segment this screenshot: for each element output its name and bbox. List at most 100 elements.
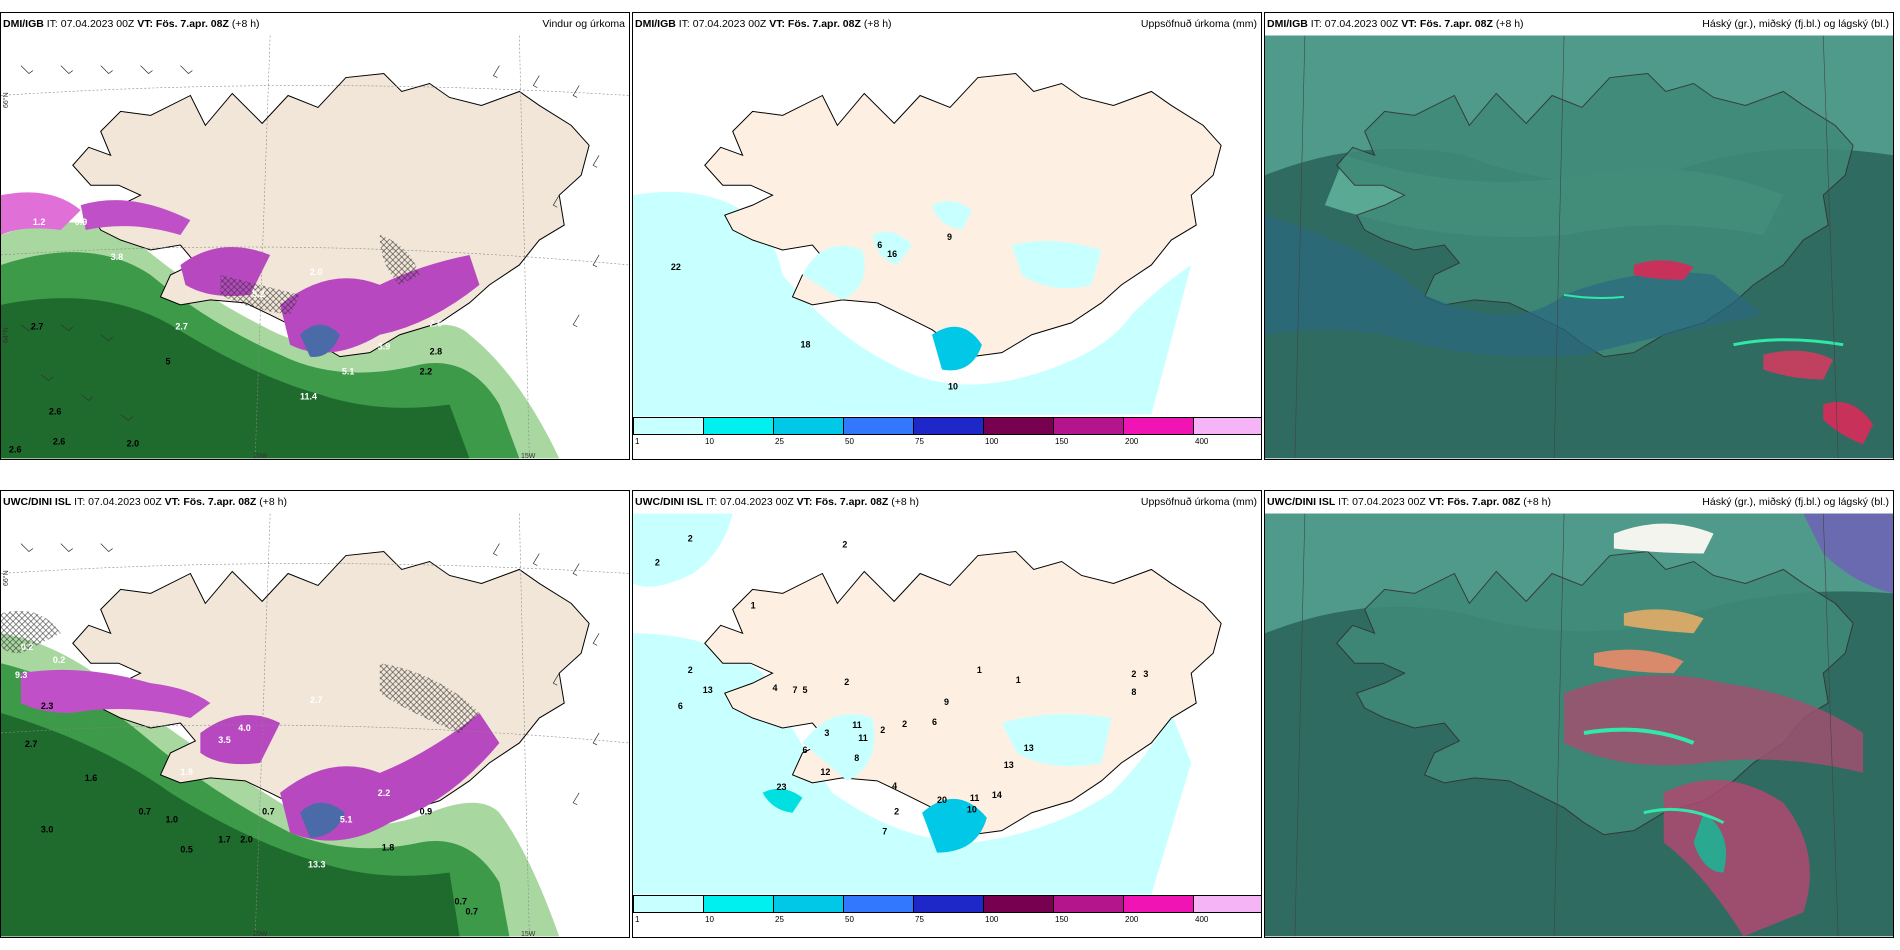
colorbar: 1 10 25 50 75 100 150 200 400 bbox=[633, 895, 1261, 937]
panel-wind-precip-dmi: DMI/IGB IT: 07.04.2023 00Z VT: Fös. 7.ap… bbox=[0, 12, 630, 460]
svg-text:1.7: 1.7 bbox=[218, 835, 230, 845]
svg-text:2.0: 2.0 bbox=[310, 267, 322, 277]
model-source: UWC/DINI ISL bbox=[635, 496, 704, 508]
lat-label: 66°N bbox=[3, 92, 10, 108]
svg-text:11.4: 11.4 bbox=[300, 392, 317, 402]
svg-text:5.1: 5.1 bbox=[342, 367, 354, 377]
colorbar-tick: 50 bbox=[845, 915, 854, 924]
lat-label: 66°N bbox=[3, 570, 10, 586]
accum-precip-map: 22 6 16 9 18 10 bbox=[633, 35, 1261, 459]
svg-text:2.0: 2.0 bbox=[240, 835, 252, 845]
svg-text:2.0: 2.0 bbox=[468, 303, 480, 313]
colorbar-tick: 10 bbox=[705, 915, 714, 924]
svg-text:2.6: 2.6 bbox=[430, 319, 442, 329]
svg-text:3.5: 3.5 bbox=[218, 735, 230, 745]
svg-text:1: 1 bbox=[1016, 675, 1021, 685]
svg-text:6: 6 bbox=[678, 701, 683, 711]
colorbar-tick: 400 bbox=[1195, 437, 1209, 446]
valid-time: VT: Fös. 7.apr. 08Z bbox=[164, 496, 257, 508]
colorbar-tick: 200 bbox=[1125, 437, 1139, 446]
colorbar-tick: 25 bbox=[775, 915, 784, 924]
svg-text:13: 13 bbox=[703, 685, 713, 695]
model-source: UWC/DINI ISL bbox=[3, 496, 72, 508]
colorbar-swatch bbox=[913, 417, 984, 435]
svg-text:2.8: 2.8 bbox=[430, 347, 442, 357]
svg-text:5: 5 bbox=[802, 685, 807, 695]
svg-text:1.6: 1.6 bbox=[85, 773, 97, 783]
panel-wind-precip-uwc: UWC/DINI ISL IT: 07.04.2023 00Z VT: Fös.… bbox=[0, 490, 630, 938]
svg-text:16: 16 bbox=[887, 249, 897, 259]
svg-text:2.7: 2.7 bbox=[25, 739, 37, 749]
lon-label: 20W bbox=[253, 453, 268, 460]
colorbar-swatch bbox=[1053, 417, 1124, 435]
svg-text:2.3: 2.3 bbox=[41, 701, 53, 711]
valid-time: VT: Fös. 7.apr. 08Z bbox=[137, 18, 229, 30]
panel-title: Vindur og úrkoma bbox=[542, 18, 625, 30]
colorbar-tick: 100 bbox=[985, 437, 999, 446]
panel-clouds-uwc: UWC/DINI ISL IT: 07.04.2023 00Z VT: Fös.… bbox=[1264, 490, 1894, 938]
colorbar-swatch bbox=[1193, 417, 1261, 435]
svg-text:2.2: 2.2 bbox=[420, 367, 432, 377]
lon-label: 15W bbox=[521, 453, 536, 460]
svg-text:13.3: 13.3 bbox=[308, 860, 325, 870]
colorbar-tick: 75 bbox=[915, 437, 924, 446]
svg-text:13: 13 bbox=[1004, 760, 1014, 770]
panel-header: UWC/DINI ISL IT: 07.04.2023 00Z VT: Fös.… bbox=[1, 491, 629, 513]
svg-text:2.6: 2.6 bbox=[53, 436, 65, 446]
cloud-cover-map bbox=[1265, 513, 1893, 937]
svg-text:11: 11 bbox=[858, 733, 867, 743]
svg-text:2.2: 2.2 bbox=[378, 788, 390, 798]
svg-text:23: 23 bbox=[777, 782, 787, 792]
colorbar-tick: 10 bbox=[705, 437, 714, 446]
svg-text:0.7: 0.7 bbox=[139, 807, 151, 817]
lon-label: 20W bbox=[253, 931, 268, 938]
colorbar-swatch bbox=[1123, 417, 1194, 435]
svg-text:6: 6 bbox=[802, 745, 807, 755]
model-source: DMI/IGB bbox=[1267, 18, 1308, 30]
init-time: IT: 07.04.2023 00Z bbox=[1310, 18, 1399, 30]
lead-time: (+8 h) bbox=[231, 18, 260, 30]
svg-text:2: 2 bbox=[894, 807, 899, 817]
svg-text:12: 12 bbox=[820, 767, 830, 777]
colorbar-swatch bbox=[773, 417, 844, 435]
lead-time: (+8 h) bbox=[863, 18, 892, 30]
lon-label: 15W bbox=[521, 931, 536, 938]
svg-text:2.0: 2.0 bbox=[127, 438, 139, 448]
panel-header: DMI/IGB IT: 07.04.2023 00Z VT: Fös. 7.ap… bbox=[1, 13, 629, 35]
colorbar-swatch bbox=[843, 417, 914, 435]
panel-title: Uppsöfnuð úrkoma (mm) bbox=[1140, 496, 1257, 508]
svg-text:2: 2 bbox=[842, 540, 847, 550]
svg-text:1.2: 1.2 bbox=[33, 217, 45, 227]
svg-text:1.0: 1.0 bbox=[165, 815, 177, 825]
svg-text:0.2: 0.2 bbox=[21, 642, 33, 652]
svg-text:0.7: 0.7 bbox=[466, 906, 478, 916]
panel-accum-precip-dmi: DMI/IGB IT: 07.04.2023 00Z VT: Fös. 7.ap… bbox=[632, 12, 1262, 460]
colorbar-tick: 1 bbox=[635, 915, 640, 924]
svg-text:2: 2 bbox=[655, 558, 660, 568]
svg-text:0.5: 0.5 bbox=[180, 845, 192, 855]
colorbar-tick: 150 bbox=[1055, 915, 1069, 924]
colorbar-swatch bbox=[1193, 895, 1261, 913]
svg-text:2: 2 bbox=[1131, 669, 1136, 679]
svg-text:1.9: 1.9 bbox=[180, 767, 192, 777]
colorbar-swatch bbox=[913, 895, 984, 913]
colorbar-swatch bbox=[983, 895, 1054, 913]
wind-precip-map: 1.2 0.9 3.8 6.3 2.7 5.2 2.0 11.4 5.1 3.9 2.6 2.0 2.… bbox=[1, 35, 629, 459]
svg-text:0.9: 0.9 bbox=[75, 217, 87, 227]
colorbar-swatch bbox=[1053, 895, 1124, 913]
lead-time: (+8 h) bbox=[1495, 18, 1524, 30]
colorbar-swatch bbox=[633, 417, 704, 435]
svg-text:5.2: 5.2 bbox=[252, 289, 264, 299]
colorbar-tick: 400 bbox=[1195, 915, 1209, 924]
svg-text:11: 11 bbox=[852, 720, 861, 730]
init-time: IT: 07.04.2023 00Z bbox=[74, 496, 162, 508]
panel-title: Uppsöfnuð úrkoma (mm) bbox=[1140, 18, 1257, 30]
svg-text:9.3: 9.3 bbox=[15, 670, 27, 680]
svg-text:3.8: 3.8 bbox=[111, 252, 123, 262]
svg-text:10: 10 bbox=[967, 805, 977, 815]
svg-text:6: 6 bbox=[877, 240, 882, 250]
valid-time: VT: Fös. 7.apr. 08Z bbox=[1428, 496, 1521, 508]
valid-time: VT: Fös. 7.apr. 08Z bbox=[769, 18, 861, 30]
svg-text:2: 2 bbox=[688, 665, 693, 675]
svg-text:8: 8 bbox=[854, 753, 859, 763]
